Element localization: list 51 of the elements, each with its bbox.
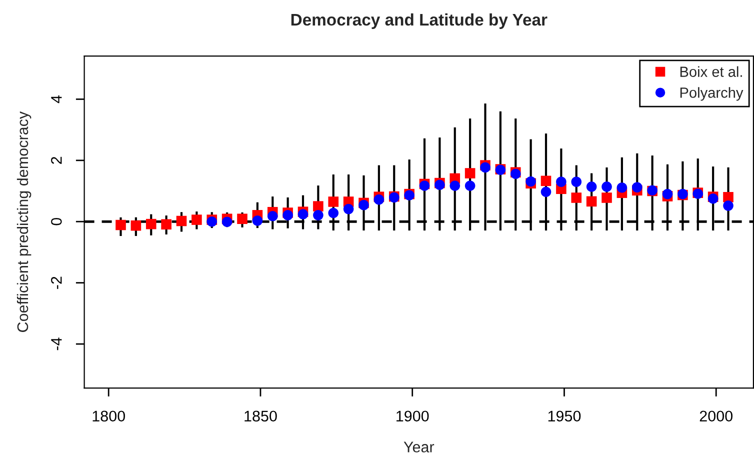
x-tick-label: 1950 <box>548 410 581 422</box>
point <box>313 210 324 220</box>
point <box>571 176 582 187</box>
point <box>146 218 156 230</box>
x-tick-label: 2000 <box>700 410 733 422</box>
point <box>116 220 126 230</box>
point <box>282 210 293 220</box>
point <box>464 180 476 191</box>
point <box>176 216 187 226</box>
point <box>252 216 263 226</box>
point <box>374 194 384 205</box>
point <box>556 176 566 187</box>
point <box>222 216 232 228</box>
point <box>298 209 308 220</box>
point <box>130 220 142 231</box>
y-axis-title: Coefficient predicting democracy <box>16 111 32 332</box>
point <box>586 182 597 192</box>
x-tick-label: 1900 <box>396 410 429 422</box>
point <box>161 219 172 230</box>
point <box>602 182 612 192</box>
legend-label: Polyarchy <box>680 87 744 101</box>
y-tick-label: -4 <box>51 338 62 350</box>
point <box>586 196 597 207</box>
point <box>480 162 490 173</box>
x-axis-title: Year <box>404 442 434 452</box>
point <box>450 180 460 191</box>
point <box>632 182 642 192</box>
legend-label: Boix et al. <box>680 66 742 77</box>
y-tick-label: 2 <box>51 156 62 164</box>
point <box>540 176 552 186</box>
point <box>540 186 552 198</box>
point <box>267 210 278 222</box>
point <box>192 214 202 225</box>
y-tick-label: 0 <box>51 218 62 226</box>
point <box>571 192 582 203</box>
point <box>343 204 354 214</box>
x-tick-label: 1800 <box>92 410 125 422</box>
point <box>328 196 339 207</box>
point <box>602 192 612 203</box>
point <box>237 214 248 224</box>
chart-title: Democracy and Latitude by Year <box>291 13 548 29</box>
y-tick-label: -2 <box>51 276 62 289</box>
y-tick-label: 4 <box>51 95 62 104</box>
point <box>328 208 339 218</box>
point <box>723 200 734 211</box>
point <box>723 192 734 202</box>
point <box>616 182 628 193</box>
x-tick-label: 1850 <box>244 410 277 422</box>
point <box>464 168 476 178</box>
point <box>662 188 673 200</box>
point <box>313 201 324 212</box>
